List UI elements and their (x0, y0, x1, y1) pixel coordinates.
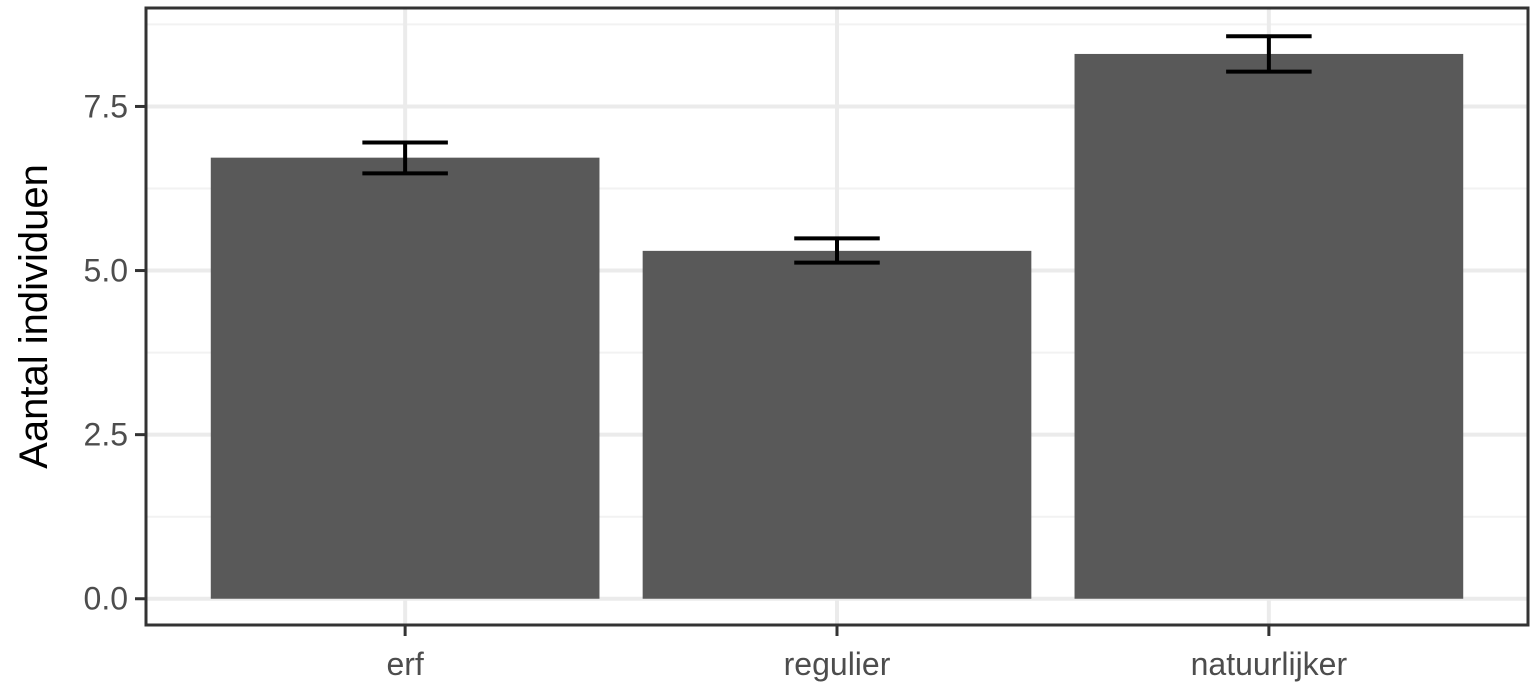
y-tick-label: 0.0 (84, 581, 128, 617)
bar-regulier (642, 250, 1032, 599)
bar-erf (210, 157, 600, 599)
bar-natuurlijker (1074, 53, 1464, 599)
x-tick-label: natuurlijker (1191, 646, 1348, 682)
axis-ticks: 0.0 2.5 5.0 7.5 erf regulier natuurlijker (84, 88, 1348, 682)
y-tick-label: 2.5 (84, 417, 128, 453)
error-bars (362, 34, 1312, 265)
y-axis-title: Aantal individuen (12, 164, 56, 469)
x-tick-label: regulier (784, 646, 891, 682)
y-tick-label: 5.0 (84, 253, 128, 289)
x-tick-label: erf (386, 646, 423, 682)
bars (210, 53, 1464, 599)
y-tick-label: 7.5 (84, 88, 128, 124)
